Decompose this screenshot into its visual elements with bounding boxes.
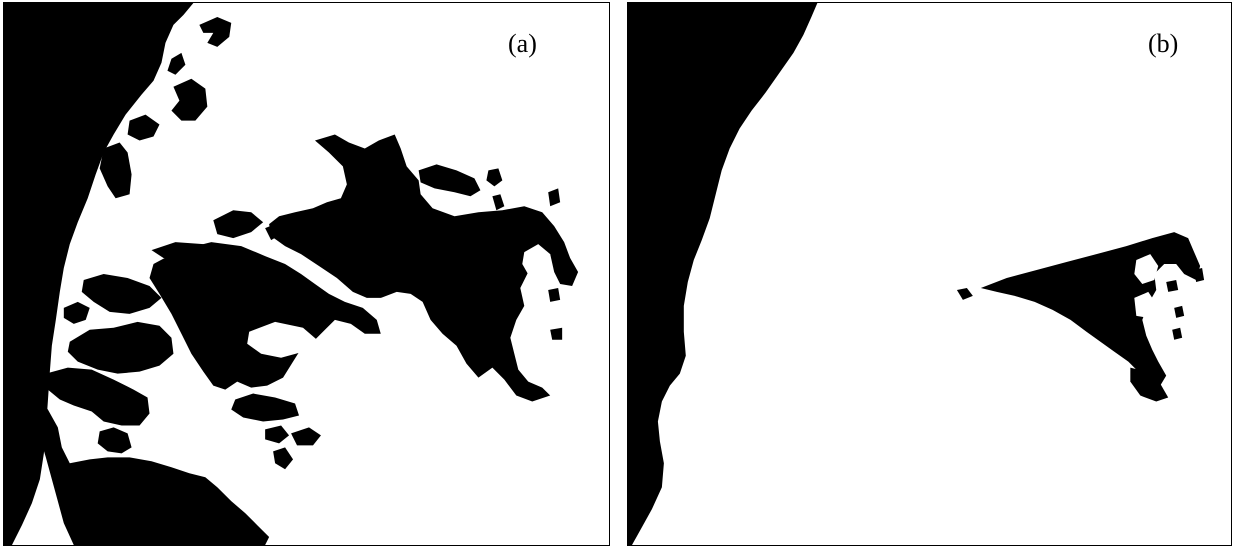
panel-b-label: (b) <box>1148 29 1179 58</box>
panel-a-east-bay-water <box>522 244 555 282</box>
panel-a-left-coast <box>4 3 194 545</box>
panel-a-label: (a) <box>508 29 537 58</box>
panel-a-island <box>213 210 264 239</box>
panel-a-island <box>127 114 160 141</box>
panel-a-island <box>291 427 321 446</box>
panel-a-inlet-water <box>247 321 317 358</box>
panel-b-island <box>1166 279 1179 292</box>
panel-a-island <box>265 224 282 241</box>
panel-a-island <box>151 242 224 261</box>
panel-a-island <box>486 168 503 187</box>
panel-a-mask-image <box>4 3 579 545</box>
panel-b-east-island <box>980 232 1201 386</box>
panel-b-island <box>1172 327 1183 340</box>
panel-a-island <box>97 427 132 454</box>
panel-b-island <box>1174 305 1185 318</box>
panel-a-east-landmass <box>269 134 579 402</box>
panel-b-island <box>956 287 973 300</box>
panel-a-island <box>231 393 300 422</box>
panel-a-island <box>63 301 90 324</box>
panel-a-island <box>67 321 174 374</box>
panel-a-south-landmass <box>33 393 270 545</box>
panel-a-island <box>265 425 290 444</box>
panel-a-island <box>418 164 481 197</box>
panel-b-mask-image <box>628 3 1205 545</box>
panel-b-island <box>1194 268 1205 282</box>
panel-a-island <box>199 16 232 47</box>
panel-b-east-bay-water <box>1134 254 1159 284</box>
panel-a-island <box>548 287 561 302</box>
panel-b-east-bay-water <box>1134 291 1157 318</box>
panel-a-island <box>550 327 563 340</box>
panel-a-island <box>81 274 162 314</box>
panel-a-island <box>171 78 208 121</box>
panel-a-island <box>273 447 294 470</box>
panel-b-island-tail <box>1130 367 1169 402</box>
panel-a-island <box>492 194 505 211</box>
panel-a-island <box>45 367 150 426</box>
panel-a-island <box>99 142 132 199</box>
panel-a-east-bay-water <box>532 297 553 324</box>
panel-a-land-mask: (a) <box>3 2 610 546</box>
panel-a-central-island <box>149 242 381 390</box>
panel-b-left-coast <box>628 3 818 545</box>
panel-b-land-mask: (b) <box>627 2 1232 546</box>
panel-a-island <box>548 188 561 207</box>
panel-a-island <box>167 52 186 75</box>
